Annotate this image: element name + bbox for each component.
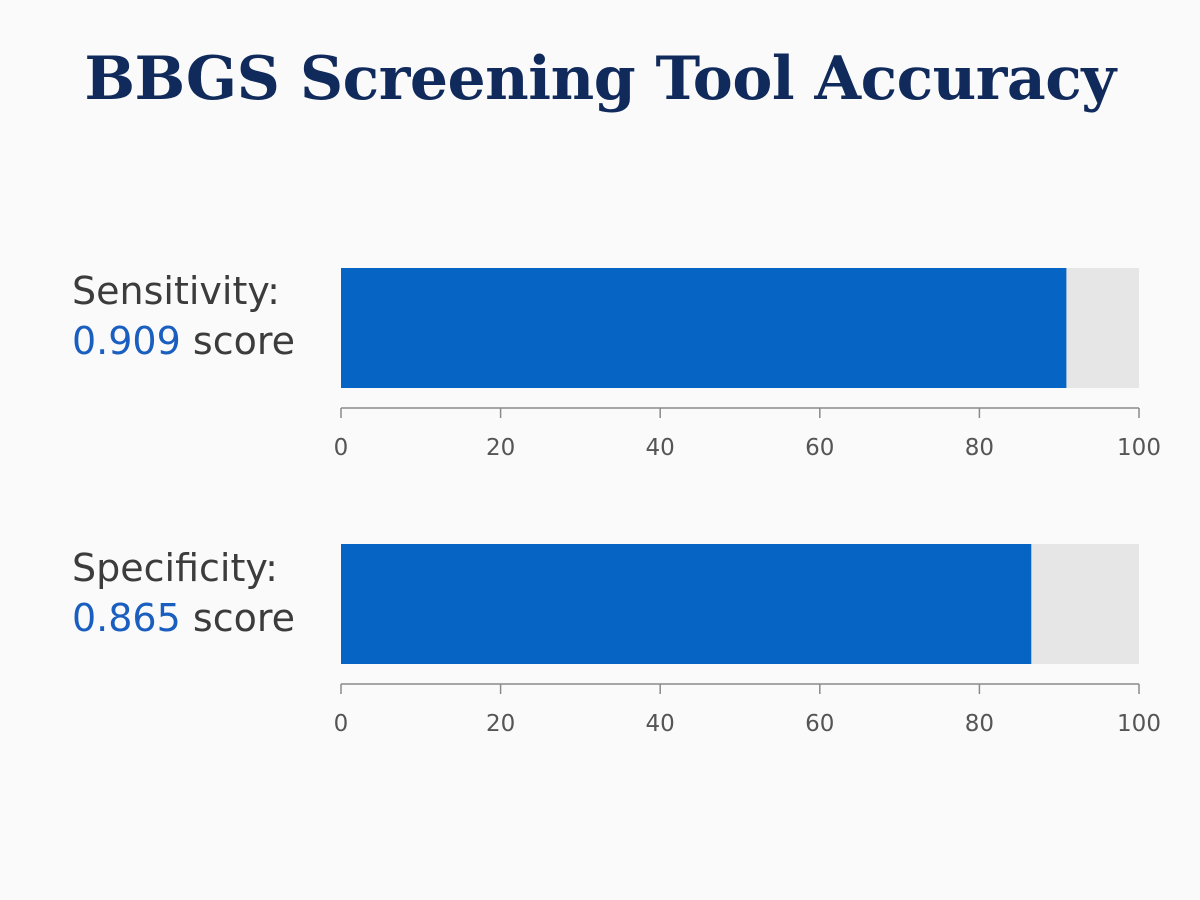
sensitivity-label: Sensitivity: 0.909 score <box>72 266 295 366</box>
specificity-label: Specificity: 0.865 score <box>72 543 295 643</box>
x-tick-label: 80 <box>965 435 994 461</box>
x-tick-label: 0 <box>334 435 349 461</box>
metric-name: Specificity: <box>72 546 278 590</box>
bar <box>341 544 1032 664</box>
x-tick-label: 80 <box>965 711 994 737</box>
x-tick-label: 40 <box>646 435 675 461</box>
x-tick-label: 100 <box>1117 711 1161 737</box>
x-tick-label: 60 <box>805 711 834 737</box>
metric-value: 0.865 <box>72 596 181 640</box>
metric-unit: score <box>192 319 295 363</box>
metric-name: Sensitivity: <box>72 269 280 313</box>
x-tick-label: 100 <box>1117 435 1161 461</box>
chart-title: BBGS Screening Tool Accuracy <box>84 44 1116 114</box>
metric-unit: score <box>192 596 295 640</box>
x-tick-label: 20 <box>486 711 515 737</box>
x-tick-label: 40 <box>646 711 675 737</box>
bar <box>341 268 1067 388</box>
x-tick-label: 60 <box>805 435 834 461</box>
x-tick-label: 20 <box>486 435 515 461</box>
x-tick-label: 0 <box>334 711 349 737</box>
metric-value: 0.909 <box>72 319 181 363</box>
